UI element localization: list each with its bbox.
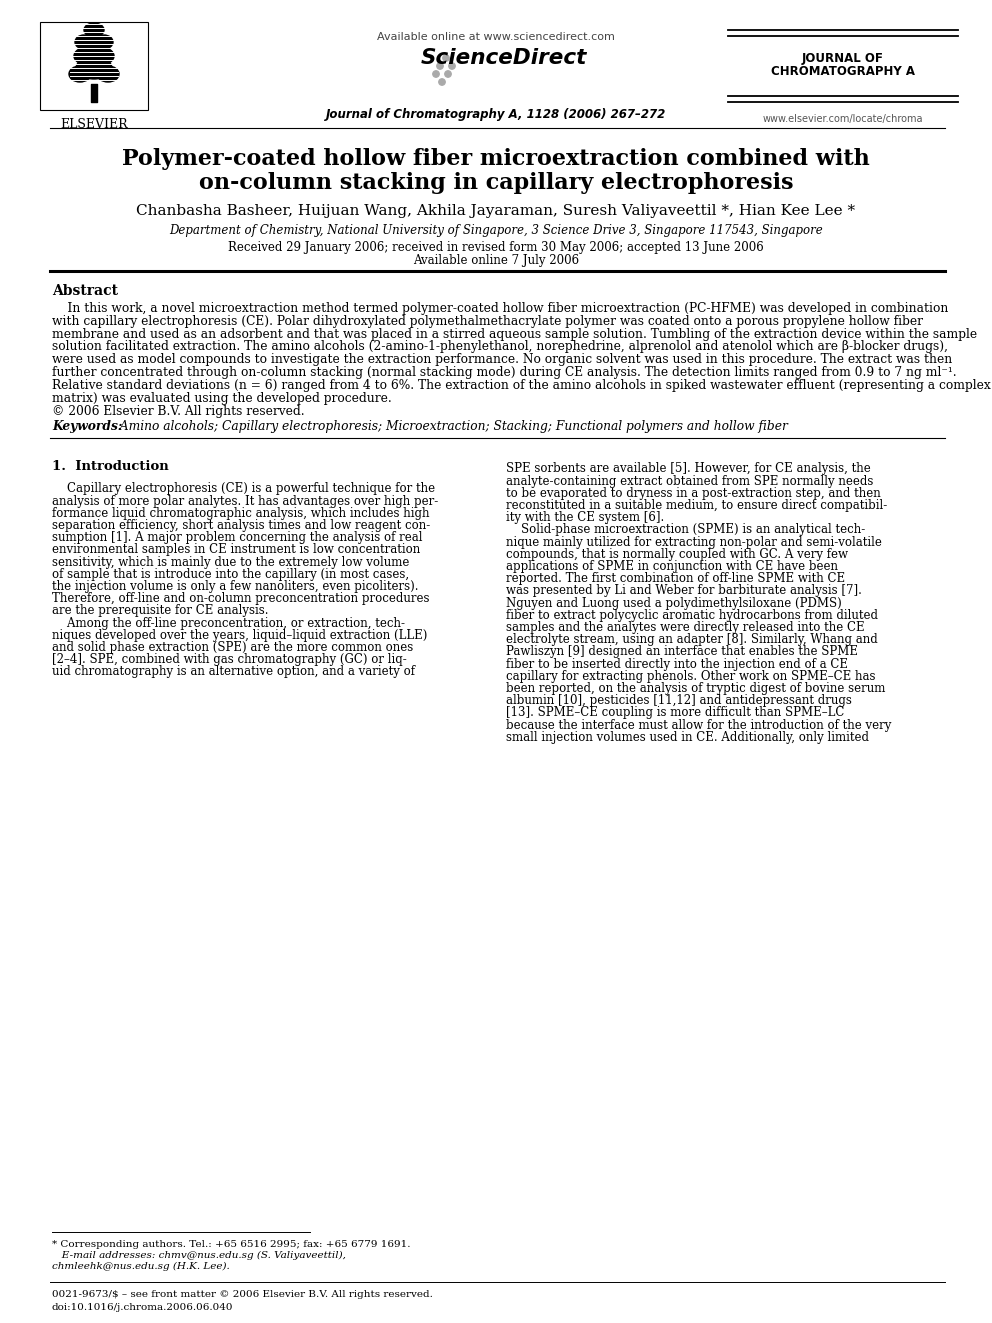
Text: were used as model compounds to investigate the extraction performance. No organ: were used as model compounds to investig… [52, 353, 952, 366]
Text: [2–4]. SPE, combined with gas chromatography (GC) or liq-: [2–4]. SPE, combined with gas chromatogr… [52, 654, 407, 667]
Text: niques developed over the years, liquid–liquid extraction (LLE): niques developed over the years, liquid–… [52, 628, 428, 642]
Text: formance liquid chromatographic analysis, which includes high: formance liquid chromatographic analysis… [52, 507, 430, 520]
Ellipse shape [76, 57, 112, 79]
Text: to be evaporated to dryness in a post-extraction step, and then: to be evaporated to dryness in a post-ex… [506, 487, 881, 500]
Text: Department of Chemistry, National University of Singapore, 3 Science Drive 3, Si: Department of Chemistry, National Univer… [169, 224, 823, 237]
Text: Polymer-coated hollow fiber microextraction combined with: Polymer-coated hollow fiber microextract… [122, 148, 870, 169]
Text: Solid-phase microextraction (SPME) is an analytical tech-: Solid-phase microextraction (SPME) is an… [506, 524, 865, 536]
Text: CHROMATOGRAPHY A: CHROMATOGRAPHY A [771, 65, 915, 78]
Circle shape [433, 71, 439, 77]
Text: are the prerequisite for CE analysis.: are the prerequisite for CE analysis. [52, 605, 269, 618]
Text: Capillary electrophoresis (CE) is a powerful technique for the: Capillary electrophoresis (CE) is a powe… [52, 483, 435, 495]
Text: chmleehk@nus.edu.sg (H.K. Lee).: chmleehk@nus.edu.sg (H.K. Lee). [52, 1262, 230, 1271]
Text: fiber to be inserted directly into the injection end of a CE: fiber to be inserted directly into the i… [506, 658, 848, 671]
Circle shape [442, 54, 449, 61]
Text: Received 29 January 2006; received in revised form 30 May 2006; accepted 13 June: Received 29 January 2006; received in re… [228, 241, 764, 254]
Ellipse shape [74, 48, 102, 65]
Ellipse shape [86, 48, 114, 65]
Text: solution facilitated extraction. The amino alcohols (2-amino-1-phenylethanol, no: solution facilitated extraction. The ami… [52, 340, 948, 353]
Text: Nguyen and Luong used a polydimethylsiloxane (PDMS): Nguyen and Luong used a polydimethylsilo… [506, 597, 842, 610]
Text: Keywords:: Keywords: [52, 421, 122, 434]
Text: In this work, a novel microextraction method termed polymer-coated hollow fiber : In this work, a novel microextraction me… [52, 302, 948, 315]
Text: Pawliszyn [9] designed an interface that enables the SPME: Pawliszyn [9] designed an interface that… [506, 646, 858, 659]
Text: the injection volume is only a few nanoliters, even picoliters).: the injection volume is only a few nanol… [52, 579, 419, 593]
Text: © 2006 Elsevier B.V. All rights reserved.: © 2006 Elsevier B.V. All rights reserved… [52, 405, 305, 418]
Text: 1.  Introduction: 1. Introduction [52, 460, 169, 474]
Text: environmental samples in CE instrument is low concentration: environmental samples in CE instrument i… [52, 544, 421, 557]
Text: electrolyte stream, using an adapter [8]. Similarly, Whang and: electrolyte stream, using an adapter [8]… [506, 634, 878, 646]
Text: Available online at www.sciencedirect.com: Available online at www.sciencedirect.co… [377, 32, 615, 42]
Text: Available online 7 July 2006: Available online 7 July 2006 [413, 254, 579, 267]
Text: samples and the analytes were directly released into the CE: samples and the analytes were directly r… [506, 620, 865, 634]
Text: of sample that is introduce into the capillary (in most cases,: of sample that is introduce into the cap… [52, 568, 409, 581]
Text: Among the off-line preconcentration, or extraction, tech-: Among the off-line preconcentration, or … [52, 617, 405, 630]
Text: was presented by Li and Weber for barbiturate analysis [7].: was presented by Li and Weber for barbit… [506, 585, 862, 598]
Text: capillary for extracting phenols. Other work on SPME–CE has: capillary for extracting phenols. Other … [506, 669, 876, 683]
Ellipse shape [95, 34, 113, 49]
Circle shape [448, 62, 455, 69]
Text: Abstract: Abstract [52, 284, 118, 298]
Text: sumption [1]. A major problem concerning the analysis of real: sumption [1]. A major problem concerning… [52, 532, 423, 544]
Text: www.elsevier.com/locate/chroma: www.elsevier.com/locate/chroma [763, 114, 924, 124]
Text: 0021-9673/$ – see front matter © 2006 Elsevier B.V. All rights reserved.: 0021-9673/$ – see front matter © 2006 El… [52, 1290, 433, 1299]
Text: SPE sorbents are available [5]. However, for CE analysis, the: SPE sorbents are available [5]. However,… [506, 463, 871, 475]
Text: fiber to extract polycyclic aromatic hydrocarbons from diluted: fiber to extract polycyclic aromatic hyd… [506, 609, 878, 622]
Text: ScienceDirect: ScienceDirect [421, 48, 587, 67]
Text: separation efficiency, short analysis times and low reagent con-: separation efficiency, short analysis ti… [52, 519, 431, 532]
Text: applications of SPME in conjunction with CE have been: applications of SPME in conjunction with… [506, 560, 838, 573]
Text: Chanbasha Basheer, Huijuan Wang, Akhila Jayaraman, Suresh Valiyaveettil *, Hian : Chanbasha Basheer, Huijuan Wang, Akhila … [137, 204, 855, 218]
Text: doi:10.1016/j.chroma.2006.06.040: doi:10.1016/j.chroma.2006.06.040 [52, 1303, 233, 1312]
Circle shape [438, 79, 445, 85]
Circle shape [444, 71, 451, 77]
Text: and solid phase extraction (SPE) are the more common ones: and solid phase extraction (SPE) are the… [52, 642, 414, 654]
Text: Therefore, off-line and on-column preconcentration procedures: Therefore, off-line and on-column precon… [52, 593, 430, 605]
Text: compounds, that is normally coupled with GC. A very few: compounds, that is normally coupled with… [506, 548, 848, 561]
Text: nique mainly utilized for extracting non-polar and semi-volatile: nique mainly utilized for extracting non… [506, 536, 882, 549]
Text: further concentrated through on-column stacking (normal stacking mode) during CE: further concentrated through on-column s… [52, 366, 956, 378]
Text: with capillary electrophoresis (CE). Polar dihydroxylated polymethalmethacrylate: with capillary electrophoresis (CE). Pol… [52, 315, 923, 328]
Text: JOURNAL OF: JOURNAL OF [803, 52, 884, 65]
Text: Relative standard deviations (n = 6) ranged from 4 to 6%. The extraction of the : Relative standard deviations (n = 6) ran… [52, 378, 991, 392]
Text: uid chromatography is an alternative option, and a variety of: uid chromatography is an alternative opt… [52, 665, 415, 679]
Text: membrane and used as an adsorbent and that was placed in a stirred aqueous sampl: membrane and used as an adsorbent and th… [52, 328, 977, 340]
Text: analyte-containing extract obtained from SPE normally needs: analyte-containing extract obtained from… [506, 475, 873, 488]
Text: * Corresponding authors. Tel.: +65 6516 2995; fax: +65 6779 1691.: * Corresponding authors. Tel.: +65 6516 … [52, 1240, 411, 1249]
Circle shape [436, 62, 443, 69]
Ellipse shape [82, 36, 106, 52]
Bar [40, 22, 148, 110]
Text: ity with the CE system [6].: ity with the CE system [6]. [506, 511, 665, 524]
Text: E-mail addresses: chmv@nus.edu.sg (S. Valiyaveettil),: E-mail addresses: chmv@nus.edu.sg (S. Va… [52, 1252, 346, 1259]
Text: because the interface must allow for the introduction of the very: because the interface must allow for the… [506, 718, 892, 732]
Text: matrix) was evaluated using the developed procedure.: matrix) was evaluated using the develope… [52, 392, 392, 405]
Text: on-column stacking in capillary electrophoresis: on-column stacking in capillary electrop… [198, 172, 794, 194]
Text: ELSEVIER: ELSEVIER [61, 118, 128, 131]
Text: been reported, on the analysis of tryptic digest of bovine serum: been reported, on the analysis of trypti… [506, 681, 886, 695]
Ellipse shape [69, 66, 91, 82]
Text: reported. The first combination of off-line SPME with CE: reported. The first combination of off-l… [506, 573, 845, 585]
Ellipse shape [84, 22, 104, 37]
Text: analysis of more polar analytes. It has advantages over high per-: analysis of more polar analytes. It has … [52, 495, 438, 508]
Text: sensitivity, which is mainly due to the extremely low volume: sensitivity, which is mainly due to the … [52, 556, 410, 569]
Text: reconstituted in a suitable medium, to ensure direct compatibil-: reconstituted in a suitable medium, to e… [506, 499, 887, 512]
Ellipse shape [75, 34, 93, 49]
Text: albumin [10], pesticides [11,12] and antidepressant drugs: albumin [10], pesticides [11,12] and ant… [506, 695, 852, 708]
Ellipse shape [97, 66, 119, 82]
Text: small injection volumes used in CE. Additionally, only limited: small injection volumes used in CE. Addi… [506, 730, 869, 744]
Text: Journal of Chromatography A, 1128 (2006) 267–272: Journal of Chromatography A, 1128 (2006)… [326, 108, 666, 120]
Text: Amino alcohols; Capillary electrophoresis; Microextraction; Stacking; Functional: Amino alcohols; Capillary electrophoresi… [112, 421, 788, 434]
Text: [13]. SPME–CE coupling is more difficult than SPME–LC: [13]. SPME–CE coupling is more difficult… [506, 706, 844, 720]
